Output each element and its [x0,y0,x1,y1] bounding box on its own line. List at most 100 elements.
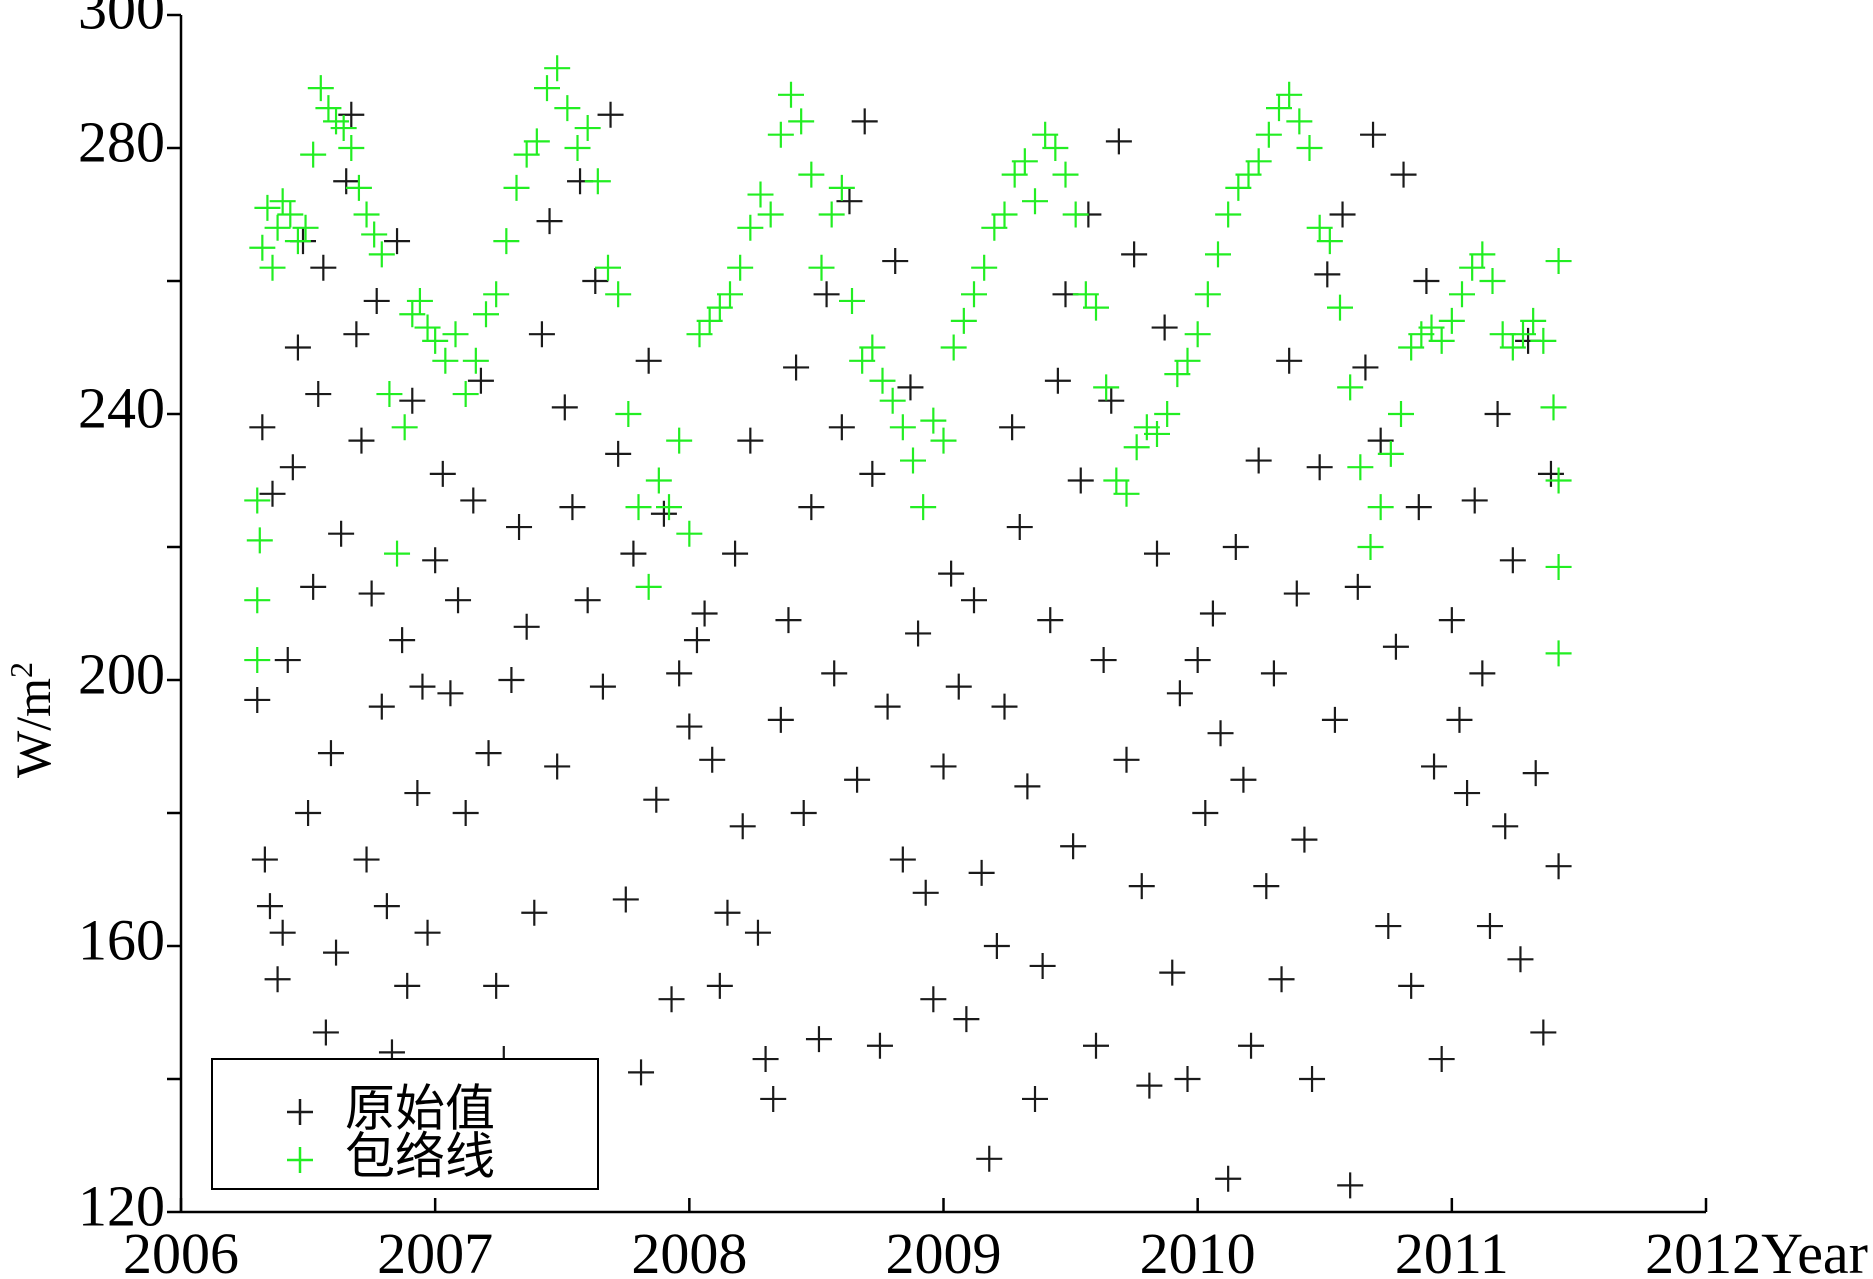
data-point [706,294,733,321]
data-point [953,1006,980,1033]
data-point [1337,374,1364,401]
data-point [650,500,677,527]
data-point [391,414,418,441]
data-point [1306,214,1333,241]
data-point [849,347,876,374]
data-point [889,846,916,873]
data-point [950,307,977,334]
y-axis-label: W/m2 [3,662,61,778]
data-point [249,414,276,441]
data-point [345,174,372,201]
data-point [767,121,794,148]
data-point [1105,128,1132,155]
data-point [897,374,924,401]
data-point [1545,853,1572,880]
data-point [851,108,878,135]
data-point [1268,966,1295,993]
y-tick-label: 120 [78,1173,165,1238]
data-point [348,427,375,454]
data-point [432,347,459,374]
data-point [1032,121,1059,148]
data-point [1291,826,1318,853]
data-point [645,467,672,494]
data-point [1199,600,1226,627]
data-point [961,587,987,614]
data-point [595,254,621,281]
data-point [467,367,494,394]
data-point [760,1085,787,1112]
data-point [676,713,703,740]
data-point [1484,401,1511,427]
data-point [1192,800,1219,826]
data-point [930,427,957,454]
data-point [683,627,710,654]
data-point [384,228,411,255]
data-point [1225,174,1252,201]
data-point [300,573,327,600]
data-point [473,301,499,328]
data-point [503,174,530,201]
data-point [615,401,642,427]
data-point [1194,281,1221,308]
data-point [839,287,865,314]
data-point [394,972,421,999]
data-point [828,414,855,441]
data-point [869,367,896,394]
data-point [506,514,533,541]
data-point [1421,753,1448,780]
data-point [666,660,693,687]
legend-marker [287,1147,313,1173]
data-point [1545,640,1572,667]
data-point [729,813,756,840]
data-point [706,972,733,999]
legend-marker [287,1099,313,1125]
data-point [879,387,906,414]
data-point [1011,148,1038,175]
data-point [1479,268,1506,294]
legend-markers [287,1099,313,1173]
data-point [859,334,886,361]
data-point [462,347,489,374]
y-tick-label: 160 [78,907,165,972]
data-point [429,460,456,487]
data-point [635,347,662,374]
data-point [1184,647,1211,674]
data-point [1299,1066,1326,1092]
data-point [1522,760,1549,787]
data-point [277,201,304,228]
data-point [414,919,441,946]
data-point [625,494,652,521]
legend-label-raw: 原始值 [345,1080,495,1138]
data-point [536,208,563,235]
data-point [284,334,311,361]
data-point [1492,813,1519,840]
data-point [1136,1072,1163,1099]
data-point [422,327,449,354]
data-point [315,95,342,122]
y-tick-label: 300 [78,0,165,41]
data-point [1507,946,1534,973]
data-point [1174,347,1201,374]
data-point [513,613,540,640]
data-point [1098,387,1125,414]
data-point [1044,367,1071,394]
data-point [1022,188,1048,215]
data-point [574,587,601,614]
data-point [828,174,855,201]
data-point [1537,460,1564,487]
data-point [1286,108,1313,135]
data-point [722,540,749,567]
data-point [246,527,273,554]
data-point [399,387,426,414]
data-point [1428,1046,1455,1073]
data-point [920,407,947,434]
data-point [498,667,525,693]
data-point [1388,401,1414,427]
data-point [1499,334,1526,361]
data-point [757,201,784,228]
data-point [1166,680,1193,707]
data-point [1121,241,1148,268]
data-point [1382,633,1409,660]
data-point [259,254,286,281]
